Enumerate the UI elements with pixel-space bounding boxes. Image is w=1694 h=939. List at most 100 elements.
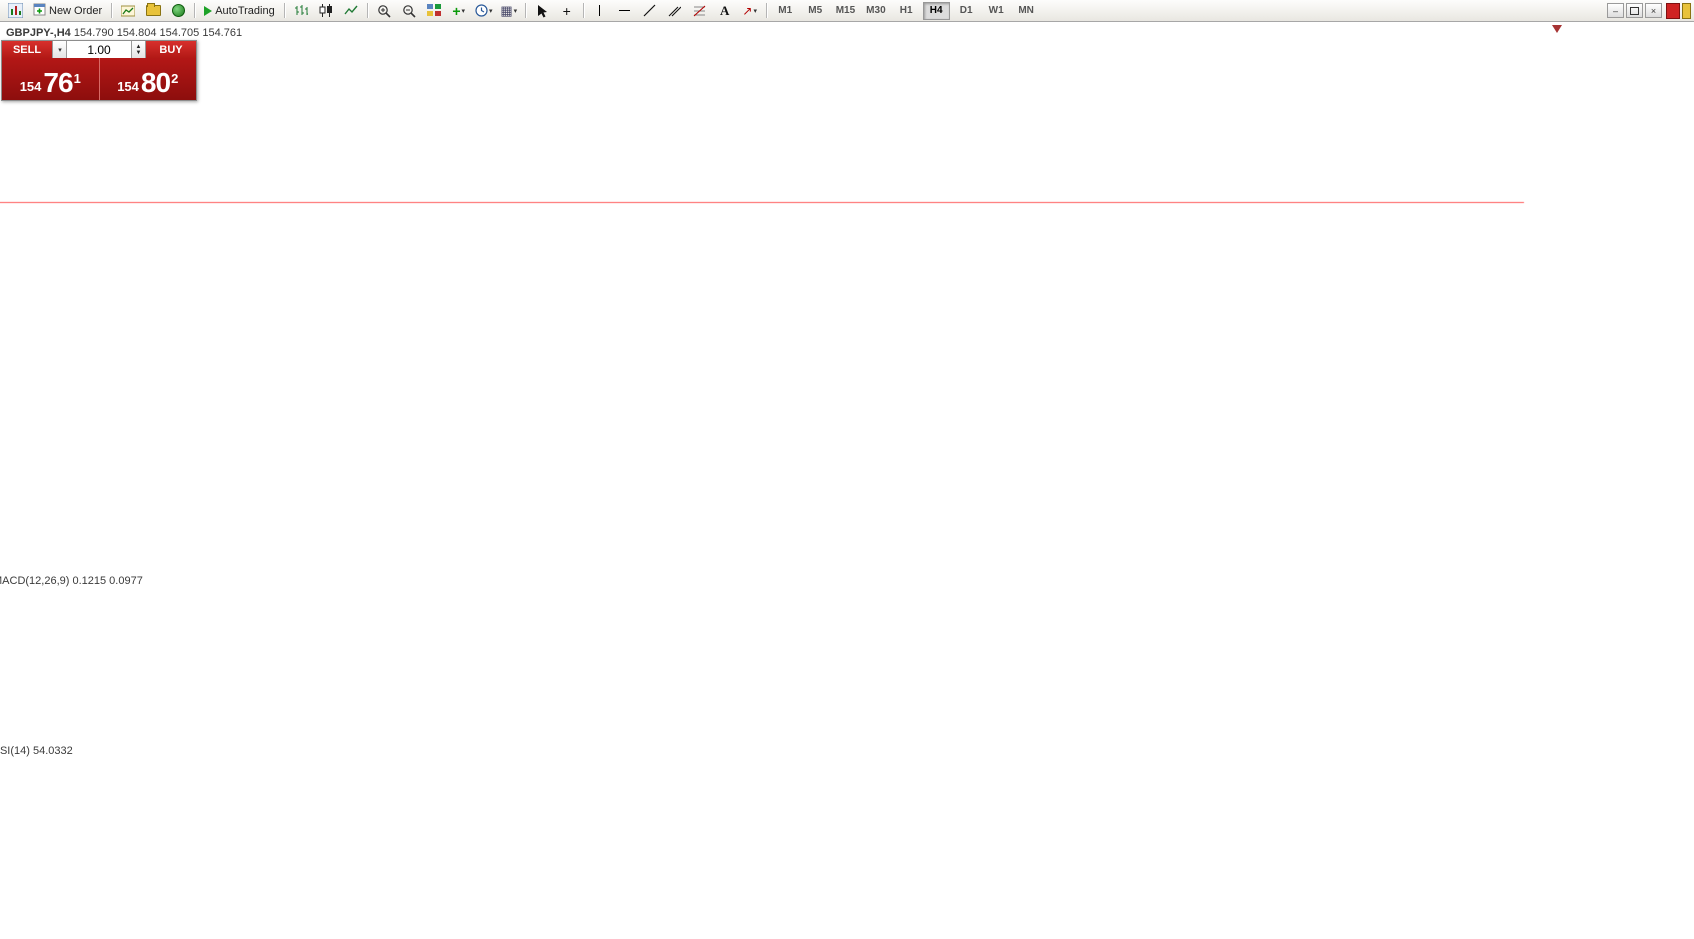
pane-splitter-macd[interactable] (0, 568, 1694, 575)
charts-icon[interactable] (116, 0, 140, 22)
macd-header: MACD(12,26,9) 0.1215 0.0977 (0, 575, 143, 587)
arrows-icon[interactable]: ↗ ▾ (738, 0, 762, 22)
periods-icon[interactable]: ▾ (472, 0, 496, 22)
chart-shift-marker[interactable] (1552, 25, 1562, 33)
zoom-out-icon[interactable] (397, 0, 421, 22)
chart-title: GBPJPY-,H4 154.790 154.804 154.705 154.7… (6, 27, 242, 39)
app-icon (3, 0, 27, 22)
one-click-buy-button[interactable]: BUY (146, 41, 196, 58)
sell-price-point: 1 (73, 71, 81, 86)
macd-values: 0.1215 0.0977 (72, 575, 143, 587)
buy-price[interactable]: 154 80 2 (100, 58, 197, 100)
letter-a-glyph: A (720, 2, 730, 18)
close-icon[interactable]: × (1645, 3, 1662, 18)
hline-glyph (619, 10, 631, 11)
spinner-up-icon: ▲ (135, 43, 142, 50)
candlestick-chart-icon[interactable] (314, 0, 338, 22)
chart-ohlc-values: 154.790 154.804 154.705 154.761 (73, 27, 243, 39)
chevron-down-icon: ▾ (513, 7, 518, 15)
one-click-trading-panel[interactable]: SELL ▾ 1.00 ▲ ▼ BUY 154 76 1 154 80 2 (1, 40, 197, 101)
timeframe-d1[interactable]: D1 (959, 5, 973, 16)
toolbar-separator (194, 3, 196, 18)
one-click-sell-button[interactable]: SELL (2, 41, 52, 58)
toolbar-separator (283, 3, 285, 18)
toolbar-separator (582, 3, 584, 18)
new-order-button[interactable]: New Order (28, 0, 107, 22)
vline-glyph (599, 5, 601, 16)
trendline-icon[interactable] (638, 0, 662, 22)
bar-chart-icon[interactable] (289, 0, 313, 22)
notification-badge[interactable] (1666, 2, 1680, 19)
toolbar-separator (111, 3, 113, 18)
timeframe-h4[interactable]: H4 (922, 1, 950, 20)
profiles-icon[interactable] (141, 0, 165, 22)
timeframe-w1[interactable]: W1 (988, 5, 1004, 16)
chevron-down-icon: ▾ (488, 7, 493, 15)
arrow-glyph: ↗ (742, 3, 753, 18)
buy-price-pips: 80 (140, 67, 171, 98)
fibonacci-icon[interactable] (688, 0, 712, 22)
chart-symbol-label: GBPJPY-,H4 (6, 27, 71, 39)
indicators-icon[interactable]: + ▾ (447, 0, 471, 22)
timeframe-m15[interactable]: M15 (835, 5, 856, 16)
cursor-icon[interactable] (530, 0, 554, 22)
sell-label: SELL (12, 43, 42, 56)
sell-price-pips: 76 (43, 67, 73, 98)
timeframe-m30[interactable]: M30 (866, 5, 886, 16)
app-badge (1682, 2, 1691, 19)
timeframe-h1[interactable]: H1 (899, 5, 913, 16)
grid-icon: ▦ (500, 2, 513, 18)
buy-price-point: 2 (171, 71, 179, 86)
zoom-in-icon[interactable] (372, 0, 396, 22)
tile-windows-icon[interactable] (422, 0, 446, 22)
toolbar-separator (366, 3, 368, 18)
chevron-down-icon: ▾ (753, 7, 757, 15)
folder-icon (145, 3, 161, 16)
timeframe-mn[interactable]: MN (1018, 5, 1034, 16)
pane-splitter-rsi[interactable] (0, 738, 1694, 745)
rsi-header: RSI(14) 54.0332 (0, 745, 73, 757)
chevron-down-icon: ▾ (461, 7, 466, 15)
horizontal-line-icon[interactable] (613, 0, 637, 22)
spinner-down-icon: ▼ (135, 49, 142, 56)
sell-order-dropdown[interactable]: ▾ (52, 41, 67, 58)
timeframe-m5[interactable]: M5 (808, 5, 823, 16)
volume-spinner[interactable]: ▲ ▼ (131, 41, 146, 58)
vertical-line-icon[interactable] (588, 0, 612, 22)
toolbar-separator (524, 3, 526, 18)
autotrading-label: AutoTrading (215, 4, 275, 17)
price-divider (98, 58, 100, 100)
sell-price-base: 154 (19, 79, 42, 94)
timeframe-m1[interactable]: M1 (778, 5, 793, 16)
green-plus-icon: + (452, 2, 461, 19)
buy-price-base: 154 (117, 79, 139, 94)
templates-icon[interactable]: ▦ ▾ (497, 0, 521, 22)
toolbar-separator (765, 3, 767, 18)
time-axis[interactable] (0, 906, 1694, 939)
plus-icon: + (562, 2, 571, 19)
buy-label: BUY (159, 43, 183, 56)
chevron-down-icon: ▾ (58, 46, 62, 54)
restore-icon[interactable] (1626, 3, 1643, 18)
line-chart-icon[interactable] (339, 0, 363, 22)
rsi-label: RSI(14) (0, 745, 30, 757)
channel-icon[interactable] (663, 0, 687, 22)
rsi-value: 54.0332 (32, 745, 73, 757)
green-dot-icon (171, 4, 185, 17)
toolbar-right-group: – × (1605, 2, 1691, 19)
autotrading-play-icon (204, 5, 213, 16)
minimize-icon[interactable]: – (1607, 3, 1624, 18)
text-icon[interactable]: A (713, 0, 737, 22)
macd-label: MACD(12,26,9) (0, 575, 70, 587)
crosshair-icon[interactable]: + (555, 0, 579, 22)
new-order-icon (33, 3, 46, 19)
main-toolbar: New Order AutoTrading (0, 0, 1694, 22)
price-axis[interactable] (1524, 22, 1694, 906)
volume-input[interactable]: 1.00 (67, 41, 131, 58)
new-order-label: New Order (49, 4, 103, 17)
autotrading-button[interactable]: AutoTrading (199, 0, 280, 22)
alerts-icon[interactable] (166, 0, 190, 22)
sell-price[interactable]: 154 76 1 (2, 58, 99, 100)
